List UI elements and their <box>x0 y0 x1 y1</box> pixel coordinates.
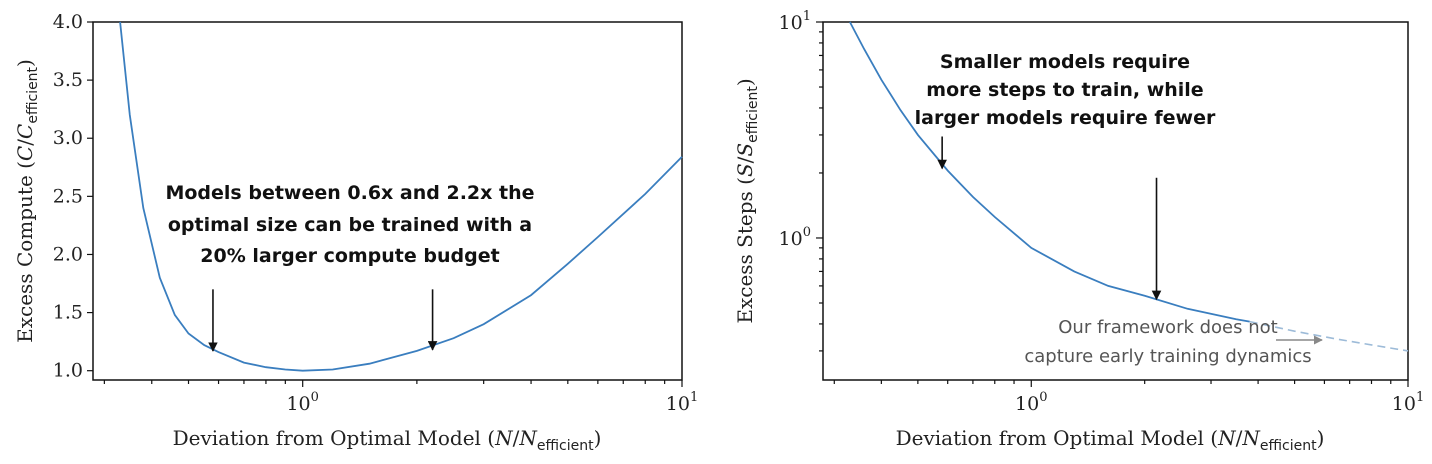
annotation-arrows-left <box>208 289 438 352</box>
y-tick-label: 101 <box>779 9 811 34</box>
x-tick-label: 101 <box>666 390 698 415</box>
steps-curve <box>849 21 1250 323</box>
y-tick-label: 100 <box>779 225 811 250</box>
y-tick-label: 3.5 <box>53 69 83 91</box>
annotation-right-line-1: Smaller models require <box>940 51 1190 73</box>
annotation-arrows-right <box>937 136 1162 301</box>
note-line-2: capture early training dynamics <box>1024 346 1311 367</box>
y-tick-label: 1.5 <box>53 302 83 324</box>
y-ticks-right: 100 101 <box>779 9 823 352</box>
y-ticks-left: 1.0 1.5 2.0 2.5 3.0 3.5 4.0 <box>53 11 93 382</box>
y-tick-label: 4.0 <box>53 11 83 33</box>
annotation-line-2: optimal size can be trained with a <box>168 214 532 236</box>
annotation-line-1: Models between 0.6x and 2.2x the <box>165 182 534 204</box>
chart-right: 100 101 100 101 Smaller models require mor… <box>733 9 1424 454</box>
chart-left: 1.0 1.5 2.0 2.5 3.0 3.5 4.0 100 101 Models betw… <box>13 11 698 454</box>
y-axis-title-left: Excess Compute (C/Cefficient) <box>13 59 41 343</box>
x-tick-label: 100 <box>286 390 318 415</box>
compute-curve <box>119 21 683 372</box>
annotation-right-line-3: larger models require fewer <box>915 107 1216 129</box>
x-axis-title-left: Deviation from Optimal Model (N/Nefficie… <box>173 426 602 454</box>
y-tick-label: 2.0 <box>53 243 83 265</box>
y-tick-label: 3.0 <box>53 127 83 149</box>
x-tick-label: 100 <box>1015 390 1047 415</box>
annotation-line-3: 20% larger compute budget <box>200 245 499 267</box>
x-ticks-left: 100 101 <box>103 380 698 415</box>
plot-frame-left <box>92 21 683 381</box>
note-line-1: Our framework does not <box>1058 317 1277 338</box>
y-tick-label: 2.5 <box>53 185 83 207</box>
steps-curve-extrapolated <box>1249 320 1409 352</box>
plot-frame-right <box>822 21 1409 381</box>
annotation-right-line-2: more steps to train, while <box>926 79 1203 101</box>
y-tick-label: 1.0 <box>53 360 83 382</box>
x-axis-title-right: Deviation from Optimal Model (N/Nefficie… <box>896 426 1325 454</box>
x-ticks-right: 100 101 <box>833 380 1424 415</box>
x-tick-label: 101 <box>1392 390 1424 415</box>
y-axis-title-right: Excess Steps (S/Sefficient) <box>733 78 761 323</box>
